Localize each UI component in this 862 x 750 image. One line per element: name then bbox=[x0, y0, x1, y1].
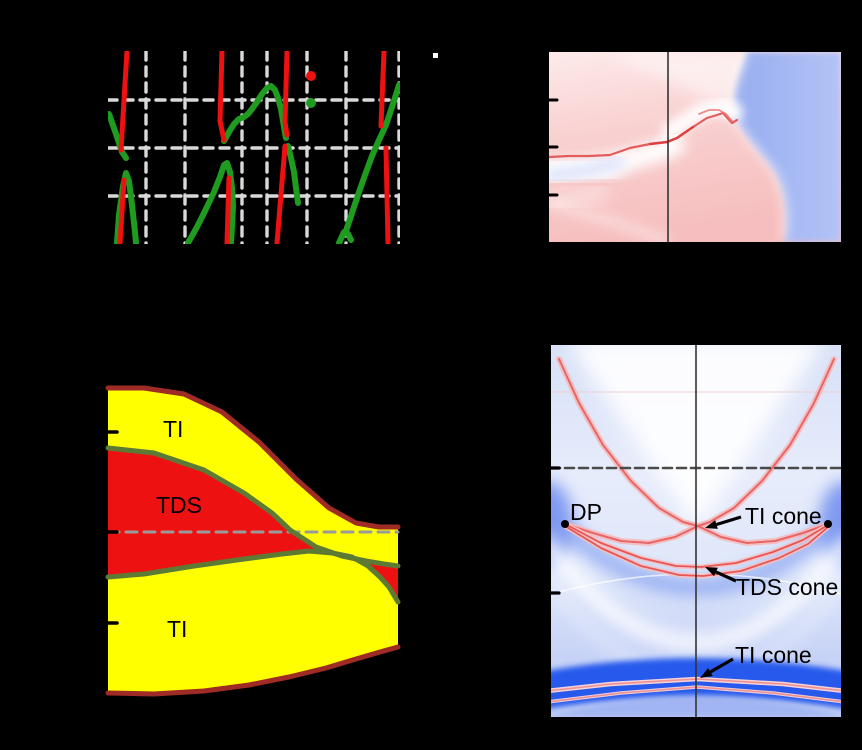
panel-a-wilson-loop-plot bbox=[108, 51, 400, 244]
continuum-edge-seam bbox=[730, 53, 789, 241]
annotation-ti-cone-top: TI cone bbox=[745, 503, 822, 529]
small-white-legend-marker bbox=[433, 53, 438, 58]
region-label-ti-top: TI bbox=[163, 416, 184, 442]
annotation-ti-cone-bottom: TI cone bbox=[735, 642, 812, 668]
annotation-dp: DP bbox=[570, 499, 602, 525]
panel-a-curves bbox=[108, 51, 400, 244]
lower-faint-band bbox=[549, 200, 671, 242]
panel-b-overlays bbox=[549, 52, 743, 242]
annotation-tds-cone: TDS cone bbox=[736, 574, 839, 600]
panel-d-spectral-heatmap bbox=[551, 345, 841, 717]
panel-c-regions bbox=[104, 385, 401, 697]
panel-c-phase-diagram bbox=[104, 385, 401, 697]
region-label-ti-bottom: TI bbox=[167, 616, 188, 642]
panel-b-spectral-heatmap bbox=[549, 52, 841, 242]
blue-continuum-region bbox=[733, 52, 841, 242]
region-label-tds: TDS bbox=[156, 492, 202, 518]
panel-d-overlays bbox=[551, 345, 841, 717]
